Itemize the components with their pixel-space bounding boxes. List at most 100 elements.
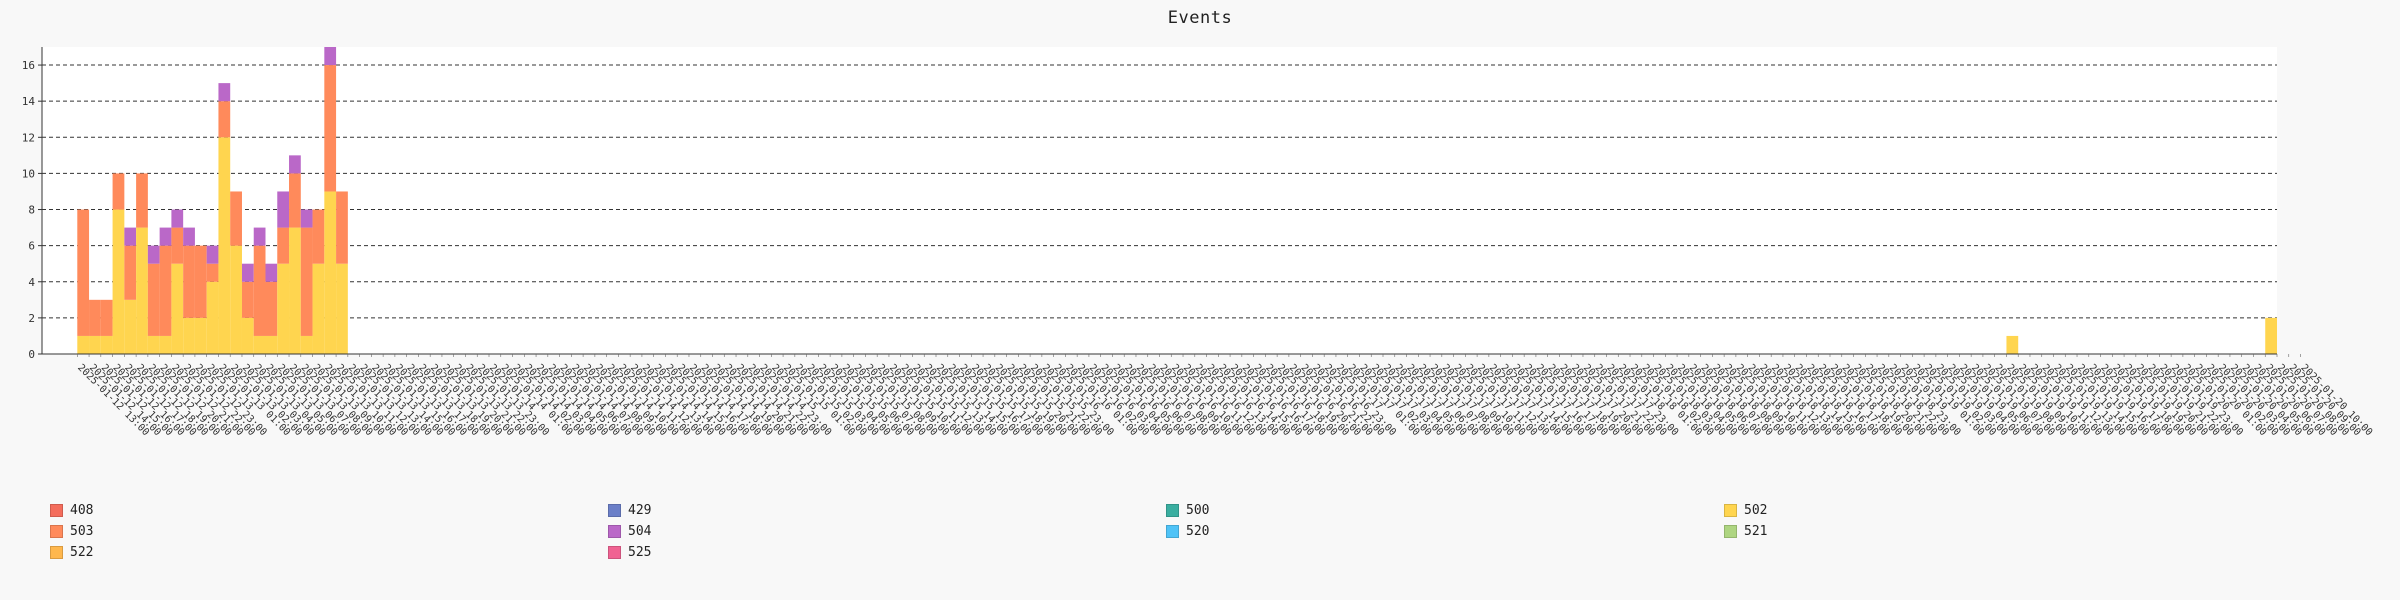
bar-segment-503 — [183, 245, 195, 318]
legend-item-522: 522 — [50, 542, 93, 562]
bar-segment-504 — [277, 191, 290, 228]
bar-segment-502 — [171, 263, 184, 354]
bar-segment-502 — [312, 263, 325, 354]
bar-segment-503 — [230, 191, 242, 246]
legend-label: 429 — [628, 502, 652, 518]
bar-segment-504 — [289, 155, 301, 174]
legend-swatch — [1166, 503, 1179, 517]
bar-segment-503 — [159, 245, 172, 336]
bar-segment-502 — [218, 137, 231, 354]
bar-segment-502 — [112, 209, 125, 354]
bar-segment-502 — [230, 245, 242, 354]
bar-segment-504 — [171, 209, 184, 228]
bar-segment-504 — [241, 263, 254, 282]
y-tick-label: 12 — [22, 131, 35, 144]
bar-segment-503 — [136, 173, 148, 228]
y-tick-label: 4 — [28, 276, 35, 289]
bar-segment-502 — [277, 263, 290, 354]
bar-segment-503 — [253, 245, 266, 336]
bar-segment-502 — [147, 335, 160, 354]
legend-label: 520 — [1186, 523, 1210, 539]
bar-segment-502 — [241, 317, 254, 354]
y-tick-label: 16 — [22, 59, 35, 72]
bar-segment-502 — [194, 317, 207, 354]
legend-swatch — [608, 503, 621, 517]
bar-segment-504 — [206, 245, 219, 264]
legend-item-429: 429 — [608, 500, 651, 520]
legend-label: 500 — [1186, 502, 1210, 518]
legend-swatch — [608, 524, 621, 538]
bar-segment-502 — [124, 299, 137, 354]
bar-segment-504 — [300, 209, 313, 228]
bar-segment-503 — [277, 227, 290, 264]
legend-swatch — [608, 545, 621, 559]
legend-swatch — [1166, 524, 1179, 538]
bar-segment-504 — [159, 227, 172, 246]
bar-segment-503 — [300, 227, 313, 336]
bar-segment-503 — [241, 281, 254, 318]
legend-label: 522 — [70, 544, 94, 560]
bar-segment-503 — [194, 245, 207, 318]
bar-segment-503 — [89, 299, 101, 336]
bar-segment-502 — [159, 335, 172, 354]
bar-segment-503 — [206, 263, 219, 282]
bar-segment-502 — [136, 227, 148, 354]
chart-title: Events — [1167, 8, 1233, 28]
y-tick-label: 14 — [22, 95, 36, 108]
bar-segment-502 — [100, 335, 113, 354]
legend-label: 408 — [70, 502, 94, 518]
y-tick-label: 10 — [22, 167, 35, 180]
bar-segment-503 — [336, 191, 348, 264]
bar-segment-502 — [2265, 317, 2277, 354]
legend-item-502: 502 — [1724, 500, 1767, 520]
bar-segment-504 — [147, 245, 160, 264]
bar-segment-503 — [147, 263, 160, 336]
y-tick-label: 6 — [28, 240, 35, 253]
bar-segment-502 — [206, 281, 219, 354]
y-tick-label: 8 — [28, 204, 35, 217]
bar-segment-503 — [171, 227, 184, 264]
legend-item-504: 504 — [608, 521, 651, 541]
legend-swatch — [50, 524, 63, 538]
legend-item-408: 408 — [50, 500, 93, 520]
bar-segment-503 — [265, 281, 278, 336]
legend-label: 503 — [70, 523, 94, 539]
bar-segment-504 — [218, 83, 231, 102]
legend-item-521: 521 — [1724, 521, 1767, 541]
y-tick-label: 2 — [28, 312, 35, 325]
legend-item-503: 503 — [50, 521, 93, 541]
bar-segment-502 — [324, 191, 337, 354]
bar-segment-502 — [89, 335, 101, 354]
legend-item-525: 525 — [608, 542, 651, 562]
y-tick-label: 0 — [28, 348, 35, 361]
legend-label: 502 — [1744, 502, 1768, 518]
bar-segment-504 — [253, 227, 266, 246]
legend-swatch — [1724, 503, 1737, 517]
bar-segment-502 — [265, 335, 278, 354]
legend-swatch — [1724, 524, 1737, 538]
bar-segment-503 — [77, 209, 90, 336]
bar-segment-503 — [312, 209, 325, 264]
bar-segment-503 — [324, 65, 337, 192]
legend-label: 525 — [628, 544, 652, 560]
bar-segment-503 — [218, 101, 231, 138]
bar-segment-504 — [124, 227, 137, 246]
bar-segment-502 — [300, 335, 313, 354]
bar-segment-502 — [336, 263, 348, 354]
bar-segment-503 — [289, 173, 301, 228]
bar-segment-502 — [77, 335, 90, 354]
bar-segment-503 — [124, 245, 137, 300]
legend-item-500: 500 — [1166, 500, 1209, 520]
plot-area — [42, 47, 2277, 354]
bar-segment-503 — [112, 173, 125, 210]
bar-segment-504 — [324, 47, 337, 66]
legend-label: 521 — [1744, 523, 1768, 539]
bar-segment-503 — [100, 299, 113, 336]
bar-segment-502 — [2006, 335, 2019, 354]
bar-segment-502 — [253, 335, 266, 354]
legend-swatch — [50, 545, 63, 559]
legend-label: 504 — [628, 523, 652, 539]
bar-segment-504 — [183, 227, 195, 246]
bar-segment-502 — [289, 227, 301, 354]
